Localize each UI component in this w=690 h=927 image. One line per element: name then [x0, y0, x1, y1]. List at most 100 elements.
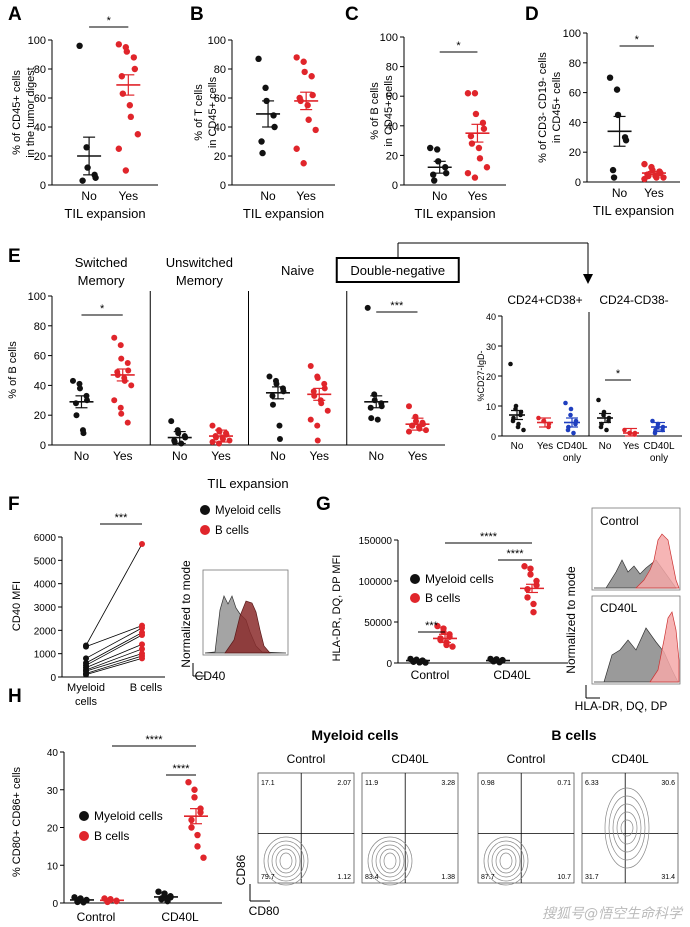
panel-label-E: E — [8, 246, 21, 267]
panel-H-flow-quad-value: 79.7 — [261, 874, 275, 881]
panel-A-point — [122, 167, 130, 174]
panel-H-flow-quad-value: 31.7 — [585, 874, 599, 881]
panel-H-flow-contour — [495, 848, 517, 874]
panel-G-hist-control-bcells — [635, 533, 680, 589]
panel-E-inset-point — [515, 424, 521, 430]
panel-B-y-tick-label: 40 — [214, 122, 226, 134]
panel-G-y-tick-label: 150000 — [359, 536, 393, 547]
panel-C-y-tick-label: 40 — [386, 121, 398, 133]
panel-E-point — [273, 380, 280, 387]
panel-B-point — [308, 73, 315, 80]
panel-E-point — [171, 439, 178, 446]
panel-H-y-tick-label: 30 — [47, 786, 59, 797]
panel-H-y-tick-label: 20 — [47, 824, 59, 835]
panel-H-point — [188, 816, 195, 824]
panel-B-y-tick-label: 60 — [214, 93, 226, 105]
panel-E-point — [314, 422, 321, 429]
panel-E-group-title: Memory — [78, 273, 125, 288]
panel-H-flow-contour — [379, 848, 401, 874]
panel-H-flow-contour — [383, 852, 397, 870]
panel-E-point — [314, 374, 321, 381]
panel-G-y-tick-label: 100000 — [359, 577, 393, 588]
panel-F-pair-line — [85, 653, 143, 672]
panel-H-flow-contour — [267, 840, 305, 882]
panel-B-point — [262, 84, 269, 92]
panel-F-y-tick-label: 4000 — [34, 580, 57, 591]
panel-E-inset-point — [565, 427, 571, 433]
panel-D-point — [606, 74, 614, 81]
panel-D-x-label: No — [612, 186, 628, 200]
panel-C-point — [430, 171, 437, 178]
panel-D-y-tick-label: 20 — [569, 147, 581, 159]
panel-label-A: A — [8, 4, 22, 25]
panel-D-sig-label: * — [635, 34, 640, 46]
panel-H-flow-contour — [263, 836, 309, 886]
panel-A-point — [119, 90, 127, 97]
panel-B-point — [300, 160, 307, 167]
panel-H-flow-contour — [612, 803, 642, 853]
panel-G-sig-label: *** — [425, 620, 439, 632]
panel-A-y-tick-label: 20 — [34, 151, 46, 163]
panel-G-point — [524, 594, 531, 601]
panel-H-point — [188, 824, 195, 831]
panel-D-point — [609, 166, 617, 174]
panel-F-x-label: B cells — [130, 682, 163, 694]
panel-F-pair-line — [85, 648, 143, 671]
panel-H-flow-quad-value: 0.71 — [557, 780, 571, 787]
panel-E-point — [405, 428, 412, 435]
panel-F-pair-line — [85, 657, 143, 676]
panel-C-y-title: in CD45+ cells — [383, 75, 395, 147]
panel-E-x-label: Yes — [309, 449, 329, 463]
panel-A-point — [79, 177, 86, 184]
panel-E-point — [117, 404, 124, 411]
panel-D-y-tick-label: 60 — [569, 88, 581, 100]
panel-H-point — [194, 843, 201, 850]
panel-H-flow-contour — [491, 844, 521, 878]
panel-C-point — [471, 174, 479, 181]
panel-B-y-title: in CD45+ cells — [207, 76, 219, 148]
panel-E-arrow-head — [583, 274, 593, 284]
panel-H-flow-col-title: CD40L — [611, 752, 649, 766]
panel-H-point — [200, 854, 207, 861]
panel-F-pair-line — [85, 543, 143, 646]
panel-E-point — [422, 427, 429, 434]
panel-E-point — [364, 304, 371, 311]
panel-A-point — [123, 48, 131, 55]
panel-C-y-tick-label: 20 — [386, 150, 398, 162]
panel-E-group-title: Naive — [281, 263, 314, 278]
panel-F-pair-line — [85, 627, 143, 659]
panel-A-point — [84, 164, 91, 171]
panel-H-point — [185, 779, 192, 786]
panel-C-point — [464, 169, 472, 177]
panel-C-point — [483, 164, 491, 171]
panel-A-y-tick-label: 60 — [34, 93, 46, 105]
panel-H-flow-quad-value: 0.98 — [481, 780, 495, 787]
panel-F-point — [139, 632, 145, 638]
panel-C-point — [434, 146, 441, 153]
legend-myeloid-label: Myeloid cells — [425, 572, 494, 586]
panel-H-flow-quad-value: 31.4 — [661, 874, 675, 881]
panel-B-y-tick-label: 20 — [214, 151, 226, 163]
panel-H-x-label: CD40L — [161, 910, 199, 924]
panel-C-point — [467, 132, 475, 140]
panel-E-inset-y-tick-label: 10 — [486, 402, 496, 412]
panel-label-G: G — [316, 494, 331, 515]
panel-C-y-tick-label: 0 — [392, 180, 398, 192]
panel-H-point — [194, 831, 201, 839]
panel-C-point — [480, 125, 488, 132]
panel-C-x-title: TIL expansion — [414, 206, 495, 221]
panel-H-flow-contour — [499, 852, 513, 870]
panel-H-flow-contour — [279, 852, 293, 870]
panel-H-flow-frame — [257, 772, 355, 884]
panel-E-point — [209, 439, 216, 446]
panel-C-y-tick-label: 60 — [386, 91, 398, 103]
panel-B-y-title: % of T cells — [193, 84, 205, 141]
panel-F-point — [139, 646, 145, 652]
panel-E-inset-point — [568, 412, 573, 418]
panel-A-point — [118, 73, 126, 80]
panel-E-point — [168, 418, 175, 425]
panel-E-point — [276, 422, 283, 429]
panel-C-x-label: No — [432, 189, 448, 203]
panel-C-point — [468, 140, 476, 147]
